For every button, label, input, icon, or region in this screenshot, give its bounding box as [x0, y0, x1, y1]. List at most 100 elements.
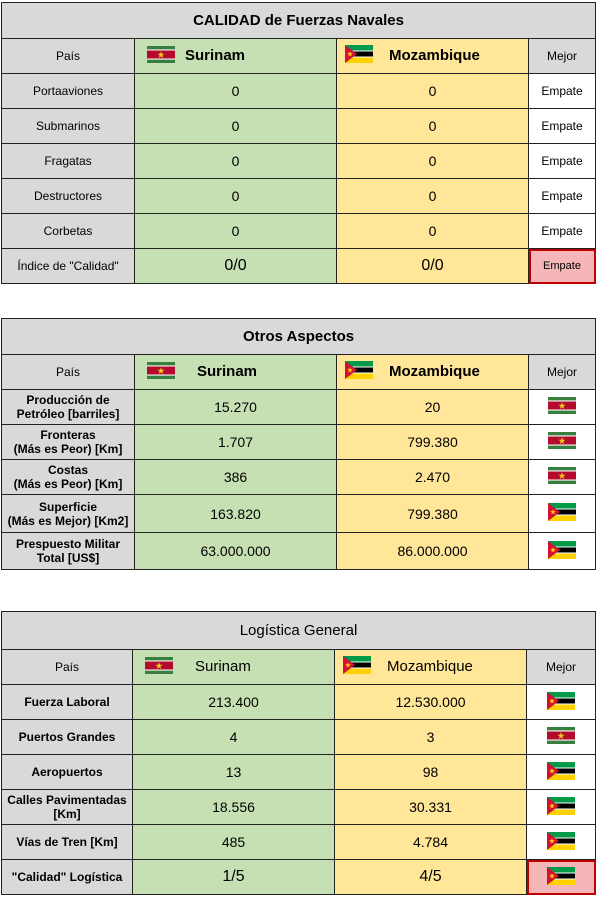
- row-label-line1: Fuerza Laboral: [24, 695, 110, 709]
- best-cell: [527, 389, 597, 425]
- column-header-mozambique: Mozambique: [336, 38, 529, 74]
- surinam-value: 163.820: [134, 494, 337, 533]
- row-label: Portaaviones: [1, 73, 135, 109]
- mozambique-flag-icon: [547, 691, 575, 713]
- column-header-country: País: [1, 38, 135, 74]
- row-label-line1: Puertos Grandes: [18, 730, 116, 744]
- surinam-value: 1.707: [134, 424, 337, 460]
- surinam-label: Surinam: [185, 46, 246, 64]
- mozambique-flag-icon: [547, 866, 575, 888]
- row-label-line1: Costas: [47, 463, 88, 477]
- surinam-flag-icon: [548, 467, 576, 487]
- surinam-label: Surinam: [197, 362, 258, 380]
- mozambique-flag-icon: [547, 796, 575, 818]
- row-label: Calles Pavimentadas [Km]: [1, 789, 133, 825]
- mozambique-summary: 0/0: [336, 248, 529, 284]
- mozambique-flag-icon: [345, 45, 373, 67]
- mozambique-value: 98: [334, 754, 527, 790]
- column-header-surinam: Surinam: [134, 38, 337, 74]
- column-header-best: Mejor: [527, 38, 597, 74]
- surinam-value: 18.556: [132, 789, 335, 825]
- table-title: Logística General: [0, 611, 597, 650]
- surinam-flag-icon: [548, 397, 576, 417]
- best-cell: [525, 754, 597, 790]
- surinam-summary: 1/5: [132, 859, 335, 895]
- summary-label: "Calidad" Logística: [1, 859, 133, 895]
- surinam-value: 4: [132, 719, 335, 755]
- mozambique-value: 86.000.000: [336, 532, 529, 570]
- row-label-line2: [Km]: [53, 807, 81, 821]
- row-label-line2: (Más es Peor) [Km]: [13, 442, 123, 456]
- row-label-line1: Superficie: [38, 499, 98, 514]
- surinam-value: 15.270: [134, 389, 337, 425]
- mozambique-summary: 4/5: [334, 859, 527, 895]
- summary-label: Índice de "Calidad": [1, 248, 135, 284]
- best-cell: [527, 459, 597, 495]
- surinam-value: 13: [132, 754, 335, 790]
- surinam-value: 0: [134, 143, 337, 179]
- row-label-line2: Total [US$]: [36, 551, 100, 565]
- row-label-line1: Vías de Tren [Km]: [16, 835, 118, 849]
- surinam-value: 0: [134, 73, 337, 109]
- mozambique-value: 4.784: [334, 824, 527, 860]
- best-cell: [525, 824, 597, 860]
- row-label: Producción de Petróleo [barriles]: [1, 389, 135, 425]
- best-cell: [527, 424, 597, 460]
- best-cell: [525, 719, 597, 755]
- row-label-line2: (Más es Peor) [Km]: [13, 477, 123, 491]
- mozambique-flag-icon: [345, 361, 373, 383]
- mozambique-flag-icon: [548, 503, 576, 524]
- surinam-value: 0: [134, 213, 337, 249]
- row-label-line2: (Más es Mejor) [Km2]: [7, 513, 129, 528]
- row-label: Destructores: [1, 178, 135, 214]
- mozambique-flag-icon: [547, 761, 575, 783]
- surinam-flag-icon: [147, 45, 175, 67]
- row-label: Prespuesto Militar Total [US$]: [1, 532, 135, 570]
- surinam-summary: 0/0: [134, 248, 337, 284]
- best-value: Empate: [527, 108, 597, 144]
- mozambique-value: 0: [336, 213, 529, 249]
- best-cell: [525, 789, 597, 825]
- best-summary: Empate: [527, 248, 597, 284]
- table-title: CALIDAD de Fuerzas Navales: [0, 2, 597, 39]
- column-header-mozambique: Mozambique: [334, 649, 527, 685]
- mozambique-flag-icon: [547, 831, 575, 853]
- surinam-flag-icon: [548, 432, 576, 452]
- surinam-flag-icon: [145, 656, 173, 678]
- naval-quality-table: CALIDAD de Fuerzas Navales País Surinam …: [0, 2, 597, 284]
- row-label: Superficie (Más es Mejor) [Km2]: [1, 494, 135, 533]
- best-cell: [527, 532, 597, 570]
- mozambique-label: Mozambique: [389, 362, 480, 380]
- mozambique-label: Mozambique: [389, 46, 480, 64]
- best-cell: [527, 494, 597, 533]
- row-label: Puertos Grandes: [1, 719, 133, 755]
- surinam-flag-icon: [547, 727, 575, 747]
- surinam-value: 485: [132, 824, 335, 860]
- mozambique-label: Mozambique: [387, 657, 473, 675]
- surinam-value: 213.400: [132, 684, 335, 720]
- table-title: Otros Aspectos: [0, 318, 597, 355]
- column-header-surinam: Surinam: [132, 649, 335, 685]
- row-label: Aeropuertos: [1, 754, 133, 790]
- row-label-line1: Producción de: [26, 393, 110, 407]
- row-label: Fronteras (Más es Peor) [Km]: [1, 424, 135, 460]
- column-header-country: País: [1, 649, 133, 685]
- surinam-value: 386: [134, 459, 337, 495]
- surinam-flag-icon: [147, 361, 175, 383]
- best-value: Empate: [527, 73, 597, 109]
- other-aspects-table: Otros Aspectos País Surinam Mozambique M…: [0, 318, 597, 570]
- row-label-line2: Petróleo [barriles]: [16, 407, 120, 421]
- mozambique-flag-icon: [343, 656, 371, 678]
- mozambique-value: 30.331: [334, 789, 527, 825]
- best-summary: [525, 859, 597, 895]
- best-value: Empate: [527, 213, 597, 249]
- mozambique-flag-icon: [548, 540, 576, 562]
- column-header-country: País: [1, 354, 135, 390]
- row-label-line1: Prespuesto Militar: [15, 537, 121, 551]
- best-cell: [525, 684, 597, 720]
- best-value: Empate: [527, 178, 597, 214]
- row-label: Costas (Más es Peor) [Km]: [1, 459, 135, 495]
- surinam-label: Surinam: [195, 657, 251, 675]
- column-header-mozambique: Mozambique: [336, 354, 529, 390]
- mozambique-value: 0: [336, 108, 529, 144]
